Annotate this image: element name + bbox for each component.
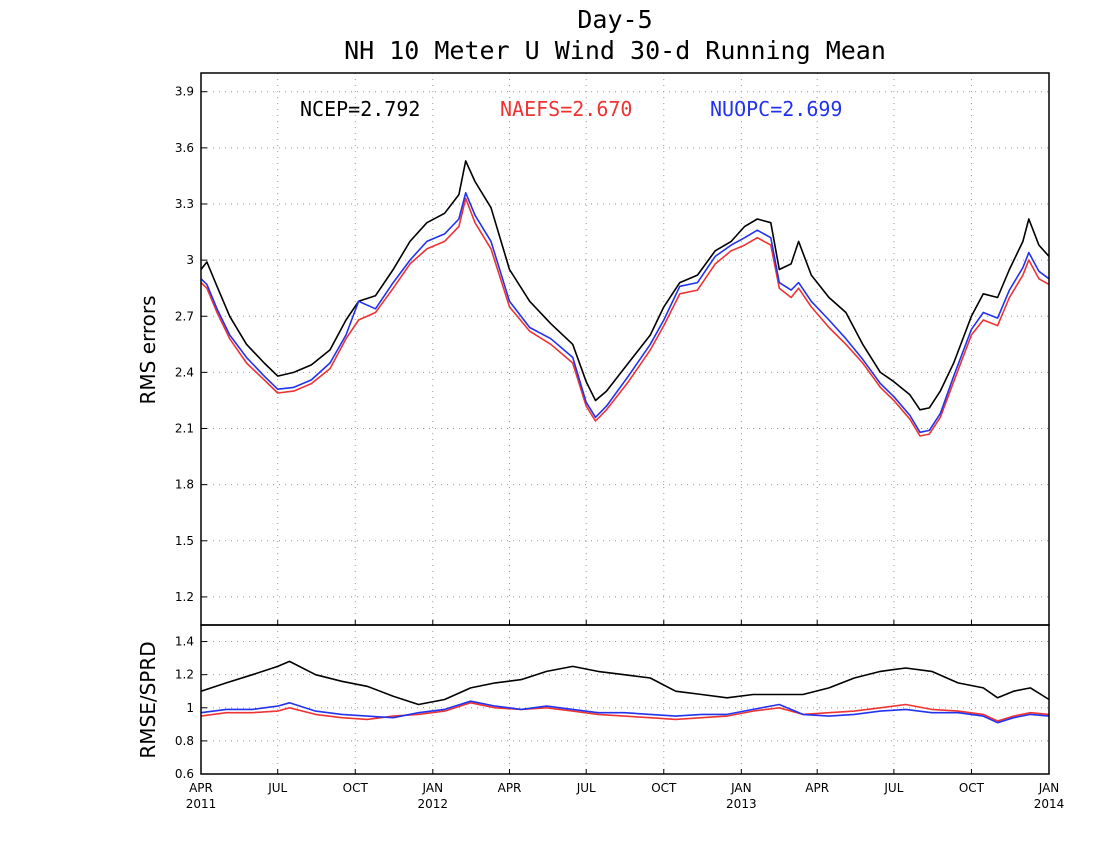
x-tick-label: OCT: [651, 781, 677, 795]
y-tick-label: 1.4: [175, 635, 194, 649]
upper-y-axis-label: RMS errors: [136, 295, 160, 404]
lower-panel-frame: [200, 624, 1050, 775]
x-tick-year-label: 2011: [186, 797, 217, 811]
series-line-nuopc: [200, 700, 1050, 724]
y-tick-label: 3: [186, 253, 194, 267]
lower-y-axis-label: RMSE/SPRD: [136, 641, 160, 758]
y-tick-label: 1.8: [175, 478, 194, 492]
y-tick-label: 2.1: [175, 422, 194, 436]
x-tick-year-label: 2014: [1034, 797, 1065, 811]
x-tick-label: JUL: [576, 781, 596, 795]
grid-layer: [201, 73, 1049, 774]
x-tick-label: JAN: [730, 781, 752, 795]
series-line-nuopc: [200, 192, 1050, 434]
legend-naefs: NAEFS=2.670: [500, 97, 632, 121]
series-line-naefs: [200, 197, 1050, 437]
x-tick-label: JUL: [883, 781, 903, 795]
chart-title-line-1: Day-5: [577, 5, 652, 34]
legend-nuopc: NUOPC=2.699: [710, 97, 842, 121]
x-tick-label: JUL: [267, 781, 287, 795]
y-tick-label: 2.7: [175, 309, 194, 323]
y-tick-label: 1.5: [175, 534, 194, 548]
y-tick-label: 1.2: [175, 590, 194, 604]
series-layer: [200, 160, 1050, 724]
x-tick-label: APR: [805, 781, 829, 795]
y-tick-label: 1.2: [175, 668, 194, 682]
x-tick-year-label: 2013: [726, 797, 757, 811]
y-tick-label: 3.3: [175, 197, 194, 211]
y-tick-label: 3.6: [175, 141, 194, 155]
x-tick-label: OCT: [959, 781, 985, 795]
x-tick-label: APR: [189, 781, 213, 795]
series-line-ncep: [200, 160, 1050, 411]
y-tick-label: 3.9: [175, 85, 194, 99]
y-tick-label: 0.6: [175, 767, 194, 781]
chart-title-line-2: NH 10 Meter U Wind 30-d Running Mean: [344, 36, 886, 65]
y-tick-label: 1: [186, 701, 194, 715]
x-tick-year-label: 2012: [418, 797, 449, 811]
series-line-ncep: [200, 660, 1050, 706]
x-tick-label: APR: [498, 781, 522, 795]
y-tick-label: 2.4: [175, 365, 194, 379]
x-tick-label: JAN: [1038, 781, 1060, 795]
tick-layer: 1.2 1.5 1.8 2.1 2.4 2.7 3 3.3 3.6 3.9 0.6 0.8 1 1.2 1.…: [175, 85, 1064, 811]
upper-panel-frame: [200, 72, 1050, 626]
series-line-naefs: [200, 702, 1050, 722]
x-tick-label: OCT: [343, 781, 369, 795]
legend-ncep: NCEP=2.792: [300, 97, 420, 121]
y-tick-label: 0.8: [175, 734, 194, 748]
x-tick-label: JAN: [422, 781, 444, 795]
